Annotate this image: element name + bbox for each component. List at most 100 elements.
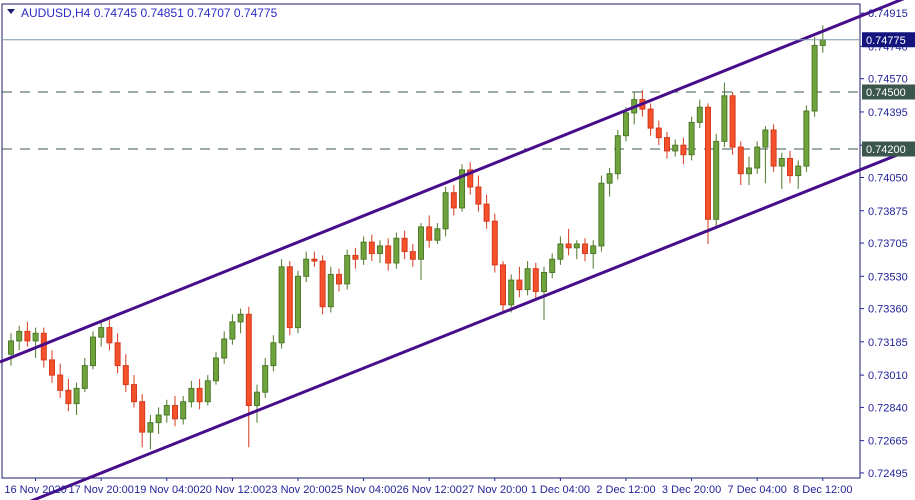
current-price-label: 0.74775 [866,35,906,47]
candle-body [155,414,162,424]
candle [467,162,474,195]
candle-body [385,245,392,264]
candle [237,308,244,334]
candle [713,133,720,229]
candle [737,141,744,186]
candle-body [303,258,310,277]
candle-body [459,169,465,209]
candle-body [549,258,556,274]
candle-body [664,137,670,152]
time-tick-label: 25 Nov 04:00 [331,484,396,496]
candle-body [787,158,793,177]
candle [245,306,252,448]
price-tick-label: 0.73185 [868,337,908,349]
candle [213,352,219,385]
candle-body [114,342,121,367]
upper-trendline[interactable] [0,0,915,364]
candle [483,194,490,229]
candle [163,399,170,423]
candle [491,213,498,273]
candle [746,156,752,186]
time-tick-label: 1 Dec 04:00 [531,484,590,496]
candle-body [65,389,72,405]
candle [524,261,531,296]
candle-body [172,405,178,420]
candle-body [598,182,605,247]
candle-body [32,332,39,342]
candle [131,375,137,408]
title-symbol: AUDUSD,H4 [21,6,91,20]
lower-trendline[interactable] [0,146,915,500]
candle-body [286,266,293,329]
candle-body [803,110,810,167]
candle-body [467,169,474,188]
candle-body [508,279,515,306]
candle-body [475,186,482,205]
candle-body [524,268,531,291]
price-tick-label: 0.73705 [868,238,908,250]
candle [295,270,301,334]
candle-body [336,273,342,285]
candle-body [811,44,818,112]
candle-body [245,313,252,406]
candle [16,325,23,351]
candle-body [746,167,752,175]
candle [770,124,777,172]
candle [344,249,351,290]
candle-body [90,336,96,367]
candle [270,335,277,372]
candle-body [377,245,383,254]
candle [705,103,711,244]
candle [614,130,621,180]
candle-body [327,273,334,308]
time-tick-label: 3 Dec 20:00 [662,484,721,496]
time-axis[interactable]: 16 Nov 2020 17 Nov 20:00 19 Nov 04:00 20 No… [4,478,852,496]
candle-body [582,243,588,254]
time-tick-label: 17 Nov 20:00 [68,484,133,496]
candle-body [819,39,826,46]
candle [778,152,785,189]
candle [573,240,580,260]
candle [385,238,392,271]
price-tick-label: 0.72840 [868,402,908,414]
candle [254,384,260,423]
candle-body [672,144,679,152]
time-tick-label: 27 Nov 20:00 [462,484,527,496]
candle-body [655,127,662,139]
candle-body [319,260,326,308]
candle [655,120,662,146]
price-tick-label: 0.73530 [868,271,908,283]
candle [606,168,613,197]
candle-body [49,359,55,376]
candle-body [237,313,244,323]
title-low: 0.74707 [187,6,231,20]
time-tick-label: 20 Nov 12:00 [200,484,265,496]
price-tick-label: 0.73875 [868,206,908,218]
candle [729,92,736,155]
candle [647,103,654,136]
candle-body [434,228,441,241]
candle [221,331,228,364]
candle-body [614,135,621,175]
candle [475,175,482,212]
candle [811,36,818,117]
candle [32,327,39,358]
candle-body [573,243,580,249]
candle-body [401,237,408,253]
candle-body [590,245,597,254]
price-axis[interactable]: 0.749150.747400.745700.743950.742200.740… [860,8,915,480]
candle-body [139,401,146,433]
candle-body [532,268,539,293]
candle [688,116,695,161]
candle-body [213,357,219,382]
candle [122,354,129,393]
candle [803,105,810,172]
plot-frame [1,3,861,479]
candle [352,247,359,269]
candle [311,251,318,267]
candle [500,261,506,315]
candle [795,160,802,189]
